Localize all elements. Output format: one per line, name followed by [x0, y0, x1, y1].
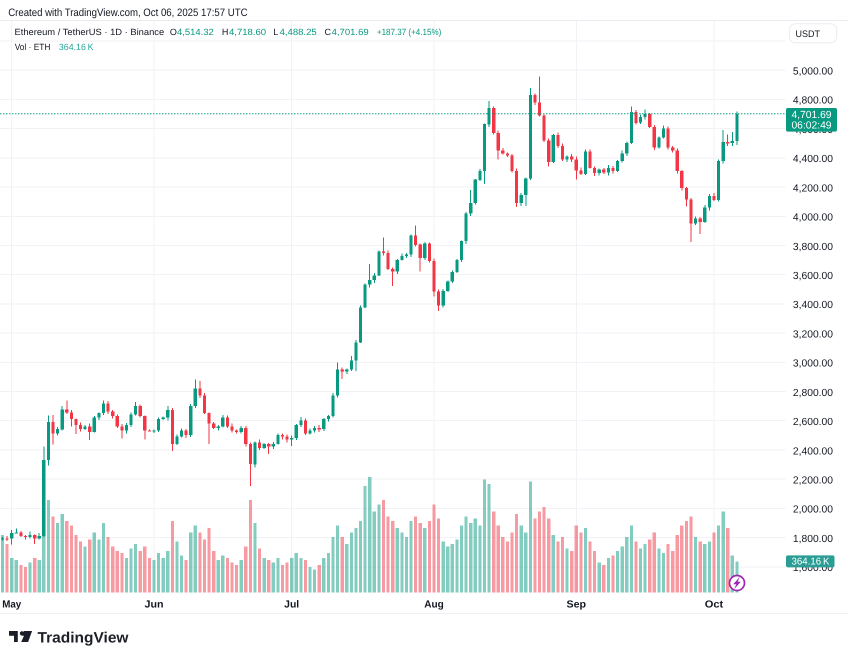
svg-text:2,800.00: 2,800.00 — [793, 388, 833, 399]
svg-text:Jun: Jun — [145, 600, 164, 611]
svg-text:4,718.60: 4,718.60 — [229, 27, 266, 37]
svg-text:364.16 K: 364.16 K — [792, 556, 830, 567]
svg-text:1,600.00: 1,600.00 — [793, 563, 833, 574]
svg-text:2,000.00: 2,000.00 — [793, 505, 833, 516]
svg-text:2,400.00: 2,400.00 — [793, 446, 833, 457]
svg-text:06:02:49: 06:02:49 — [791, 121, 831, 132]
svg-text:L: L — [273, 27, 278, 37]
svg-text:3,000.00: 3,000.00 — [793, 359, 833, 370]
svg-text:4,514.32: 4,514.32 — [177, 27, 214, 37]
svg-text:USDT: USDT — [796, 29, 821, 40]
svg-text:2,200.00: 2,200.00 — [793, 476, 833, 487]
svg-text:4,701.69: 4,701.69 — [791, 110, 831, 121]
svg-text:2,600.00: 2,600.00 — [793, 417, 833, 428]
svg-text:TradingView: TradingView — [38, 629, 129, 646]
svg-text:H: H — [222, 27, 229, 37]
svg-text:May: May — [2, 600, 21, 611]
svg-text:C: C — [325, 27, 332, 37]
svg-text:Created with TradingView.com,: Created with TradingView.com, Oct 06, 20… — [8, 7, 248, 19]
svg-text:Aug: Aug — [424, 600, 444, 611]
svg-text:364.16 K: 364.16 K — [59, 42, 94, 52]
svg-text:4,000.00: 4,000.00 — [793, 213, 833, 224]
svg-text:4,488.25: 4,488.25 — [280, 27, 317, 37]
svg-text:Ethereum / TetherUS · 1D · Bin: Ethereum / TetherUS · 1D · Binance — [15, 27, 165, 37]
svg-text:4,400.00: 4,400.00 — [793, 154, 833, 165]
svg-text:4,200.00: 4,200.00 — [793, 183, 833, 194]
svg-text:4,701.69: 4,701.69 — [332, 27, 369, 37]
svg-text:Oct: Oct — [705, 600, 724, 611]
svg-text:1,800.00: 1,800.00 — [793, 534, 833, 545]
svg-text:4,800.00: 4,800.00 — [793, 96, 833, 107]
svg-text:Vol · ETH: Vol · ETH — [15, 42, 51, 52]
svg-text:5,000.00: 5,000.00 — [793, 67, 833, 78]
svg-text:3,600.00: 3,600.00 — [793, 271, 833, 282]
svg-text:Sep: Sep — [567, 600, 587, 611]
svg-text:Jul: Jul — [284, 600, 299, 611]
svg-text:O: O — [170, 27, 177, 37]
svg-text:3,200.00: 3,200.00 — [793, 329, 833, 340]
svg-text:3,400.00: 3,400.00 — [793, 300, 833, 311]
svg-text:3,800.00: 3,800.00 — [793, 242, 833, 253]
svg-text:+187.37 (+4.15%): +187.37 (+4.15%) — [377, 27, 441, 37]
